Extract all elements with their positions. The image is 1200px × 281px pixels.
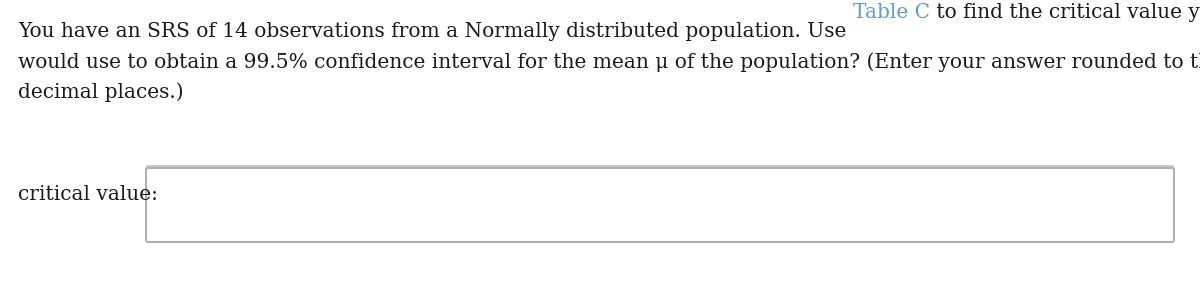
- FancyBboxPatch shape: [146, 168, 1174, 242]
- Text: to find the critical value you: to find the critical value you: [930, 3, 1200, 22]
- Text: critical value:: critical value:: [18, 185, 158, 205]
- Text: Table C: Table C: [853, 3, 930, 22]
- Text: You have an SRS of 14 observations from a Normally distributed population. Use: You have an SRS of 14 observations from …: [18, 22, 853, 41]
- Text: would use to obtain a 99.5% confidence interval for the mean μ of the population: would use to obtain a 99.5% confidence i…: [18, 52, 1200, 72]
- FancyBboxPatch shape: [146, 165, 1174, 239]
- Text: decimal places.): decimal places.): [18, 82, 184, 102]
